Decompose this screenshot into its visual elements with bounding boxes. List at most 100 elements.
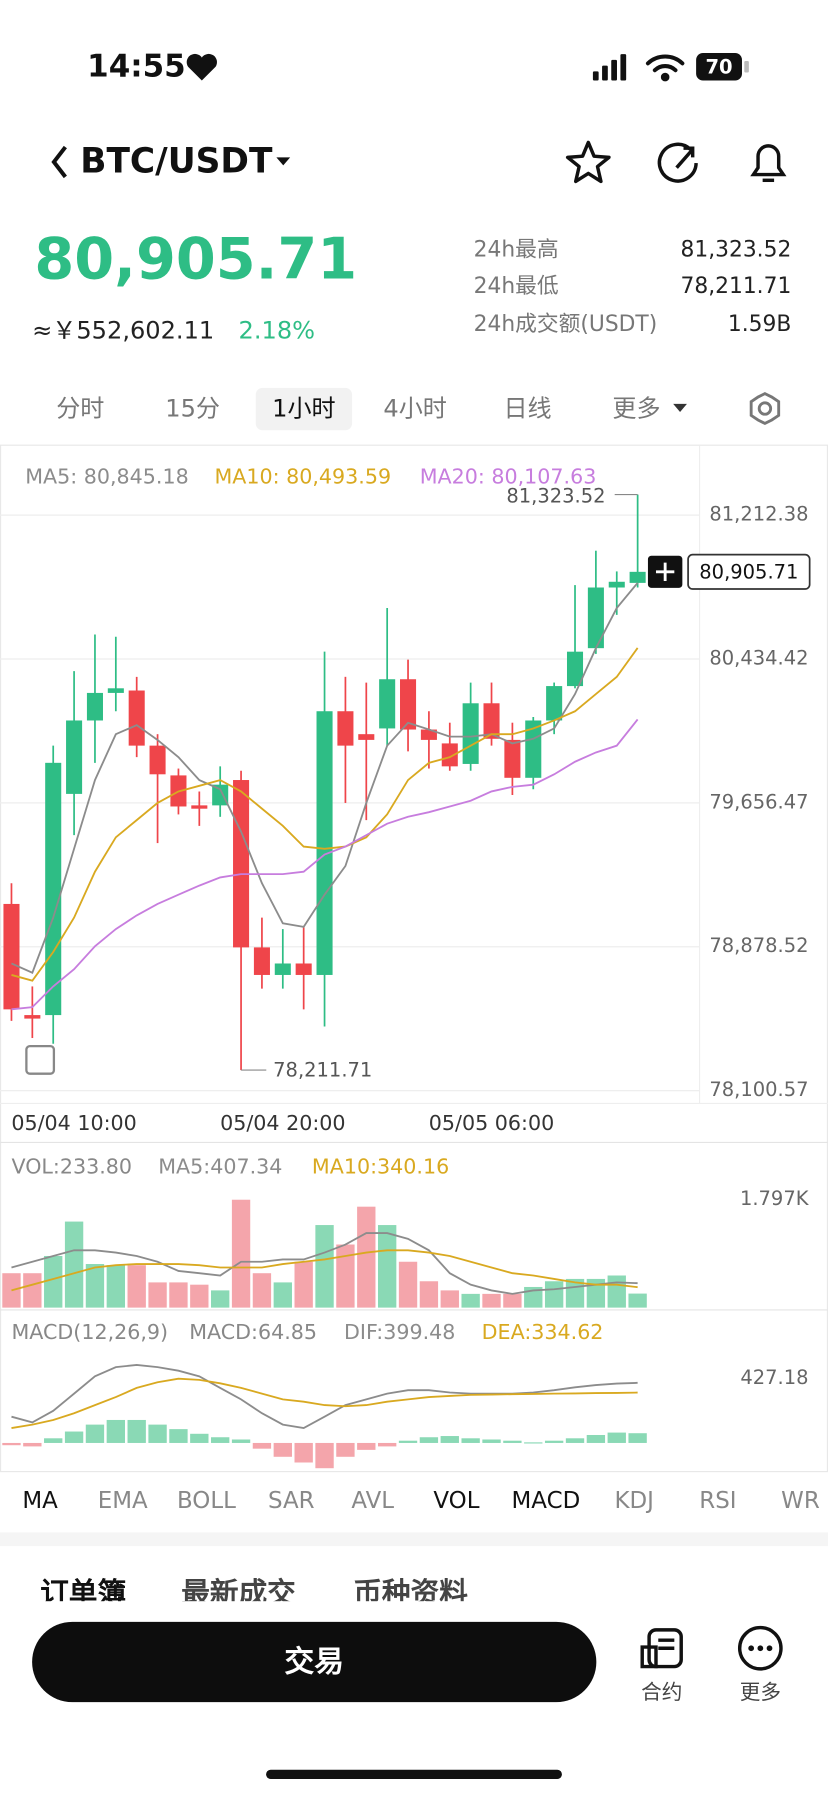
bar (398, 1261, 418, 1308)
bar (127, 1265, 146, 1308)
heart-icon (186, 53, 217, 81)
stat-value: 81,323.52 (681, 237, 792, 262)
indicator-tab[interactable]: EMA (98, 1488, 148, 1514)
plots: 81,212.38 80,434.42 79,656.47 78,878.52 78,1… (0, 464, 811, 1469)
bar (148, 1424, 167, 1443)
bar (336, 1244, 355, 1308)
bar (461, 1293, 480, 1308)
interval-tab[interactable]: 15分 (165, 395, 220, 423)
candle-body (233, 780, 250, 948)
bar (148, 1282, 167, 1308)
share-icon[interactable] (657, 142, 698, 183)
y-tick-label: 79,656.47 (709, 790, 808, 813)
section-gap (0, 1532, 828, 1547)
bar (607, 1432, 626, 1443)
cny-price: ≈￥552,602.11 (32, 317, 214, 345)
low-label: 78,211.71 (273, 1059, 372, 1082)
legend-entry: MA10:340.16 (312, 1155, 449, 1179)
bar (85, 1264, 105, 1308)
bar (190, 1433, 209, 1443)
vol-label: VOL:233.80 (11, 1155, 132, 1179)
interval-tab[interactable]: 日线 (503, 395, 551, 423)
high-label: 81,323.52 (506, 484, 605, 507)
pair-dropdown[interactable] (276, 157, 291, 166)
candle-body (587, 587, 604, 649)
trade-label[interactable]: 交易 (284, 1645, 344, 1680)
settings-icon[interactable] (749, 392, 781, 426)
bar (419, 1437, 439, 1443)
alert-icon[interactable] (750, 144, 787, 183)
x-tick-label: 05/04 20:00 (220, 1111, 345, 1135)
stat-value: 1.59B (728, 312, 791, 337)
bar (377, 1442, 397, 1447)
indicator-tab[interactable]: MACD (512, 1488, 581, 1514)
indicator-tab[interactable]: BOLL (177, 1488, 236, 1514)
bar (211, 1290, 230, 1308)
more-dropdown[interactable] (673, 403, 687, 412)
bar (524, 1286, 543, 1308)
bar (544, 1281, 564, 1308)
candle-body (629, 571, 646, 583)
futures-icon[interactable] (640, 1628, 683, 1669)
candle-body (24, 1015, 41, 1019)
battery-level: 70 (705, 55, 732, 78)
bar (357, 1442, 376, 1450)
bar (398, 1440, 418, 1443)
candle-body (128, 690, 145, 746)
y-tick-label: 81,212.38 (709, 503, 808, 526)
more-label[interactable]: 更多 (740, 1680, 781, 1704)
favorite-icon[interactable] (565, 140, 611, 184)
candle-body (274, 963, 291, 975)
indicator-tab[interactable]: WR (781, 1488, 820, 1514)
indicator-tab[interactable]: SAR (268, 1488, 315, 1514)
macd-title: MACD(12,26,9) (11, 1320, 168, 1344)
plus-icon (655, 562, 675, 582)
candle-body (462, 703, 479, 764)
overlay-line (11, 1377, 638, 1429)
indicator-tab[interactable]: VOL (433, 1488, 479, 1514)
bar (294, 1261, 313, 1308)
indicator-tab[interactable]: AVL (351, 1488, 394, 1514)
y-tick-label: 1.797K (740, 1187, 810, 1210)
interval-tab[interactable]: 分时 (56, 395, 104, 423)
last-price-box (687, 553, 811, 590)
legend-entry: MA20: 80,107.63 (420, 464, 597, 488)
bar (231, 1199, 251, 1308)
candle-body (483, 703, 500, 739)
interval-tab[interactable]: 更多 (612, 395, 660, 423)
indicator-tab[interactable]: MA (22, 1488, 58, 1514)
back-button[interactable] (51, 145, 67, 179)
candle-body (525, 720, 542, 778)
bar (273, 1282, 292, 1308)
bar (64, 1221, 84, 1308)
overlay-line (11, 718, 639, 1011)
bar (482, 1439, 501, 1443)
stat-label: 24h最低 (474, 274, 559, 299)
bar (106, 1265, 126, 1308)
bar (64, 1431, 84, 1443)
trade-button[interactable] (32, 1621, 597, 1703)
indicator-tab[interactable]: RSI (699, 1488, 736, 1514)
legend-entry: DEA:334.62 (482, 1320, 604, 1344)
interval-tab[interactable]: 4小时 (383, 395, 446, 423)
overlay-line (11, 582, 639, 974)
indicator-tab[interactable]: KDJ (614, 1488, 653, 1514)
y-tick-label: 78,878.52 (709, 934, 808, 957)
bar (2, 1273, 21, 1308)
candle-body (420, 729, 437, 740)
interval-tab[interactable]: 1小时 (272, 395, 335, 423)
stat-value: 78,211.71 (681, 274, 792, 299)
bar (440, 1436, 459, 1443)
legend-entry: MA5:407.34 (158, 1155, 282, 1179)
y-tick-label: 78,100.57 (709, 1078, 808, 1101)
bar (23, 1273, 42, 1308)
bar (628, 1293, 647, 1308)
futures-label[interactable]: 合约 (641, 1680, 682, 1704)
candle-body (86, 692, 103, 721)
overlay-line (11, 647, 639, 982)
fullscreen-icon[interactable] (25, 1044, 56, 1075)
more-icon[interactable] (737, 1625, 783, 1671)
bar (607, 1275, 626, 1308)
pair-title[interactable]: BTC/USDT (80, 142, 273, 182)
y-tick-label: 427.18 (740, 1366, 808, 1389)
